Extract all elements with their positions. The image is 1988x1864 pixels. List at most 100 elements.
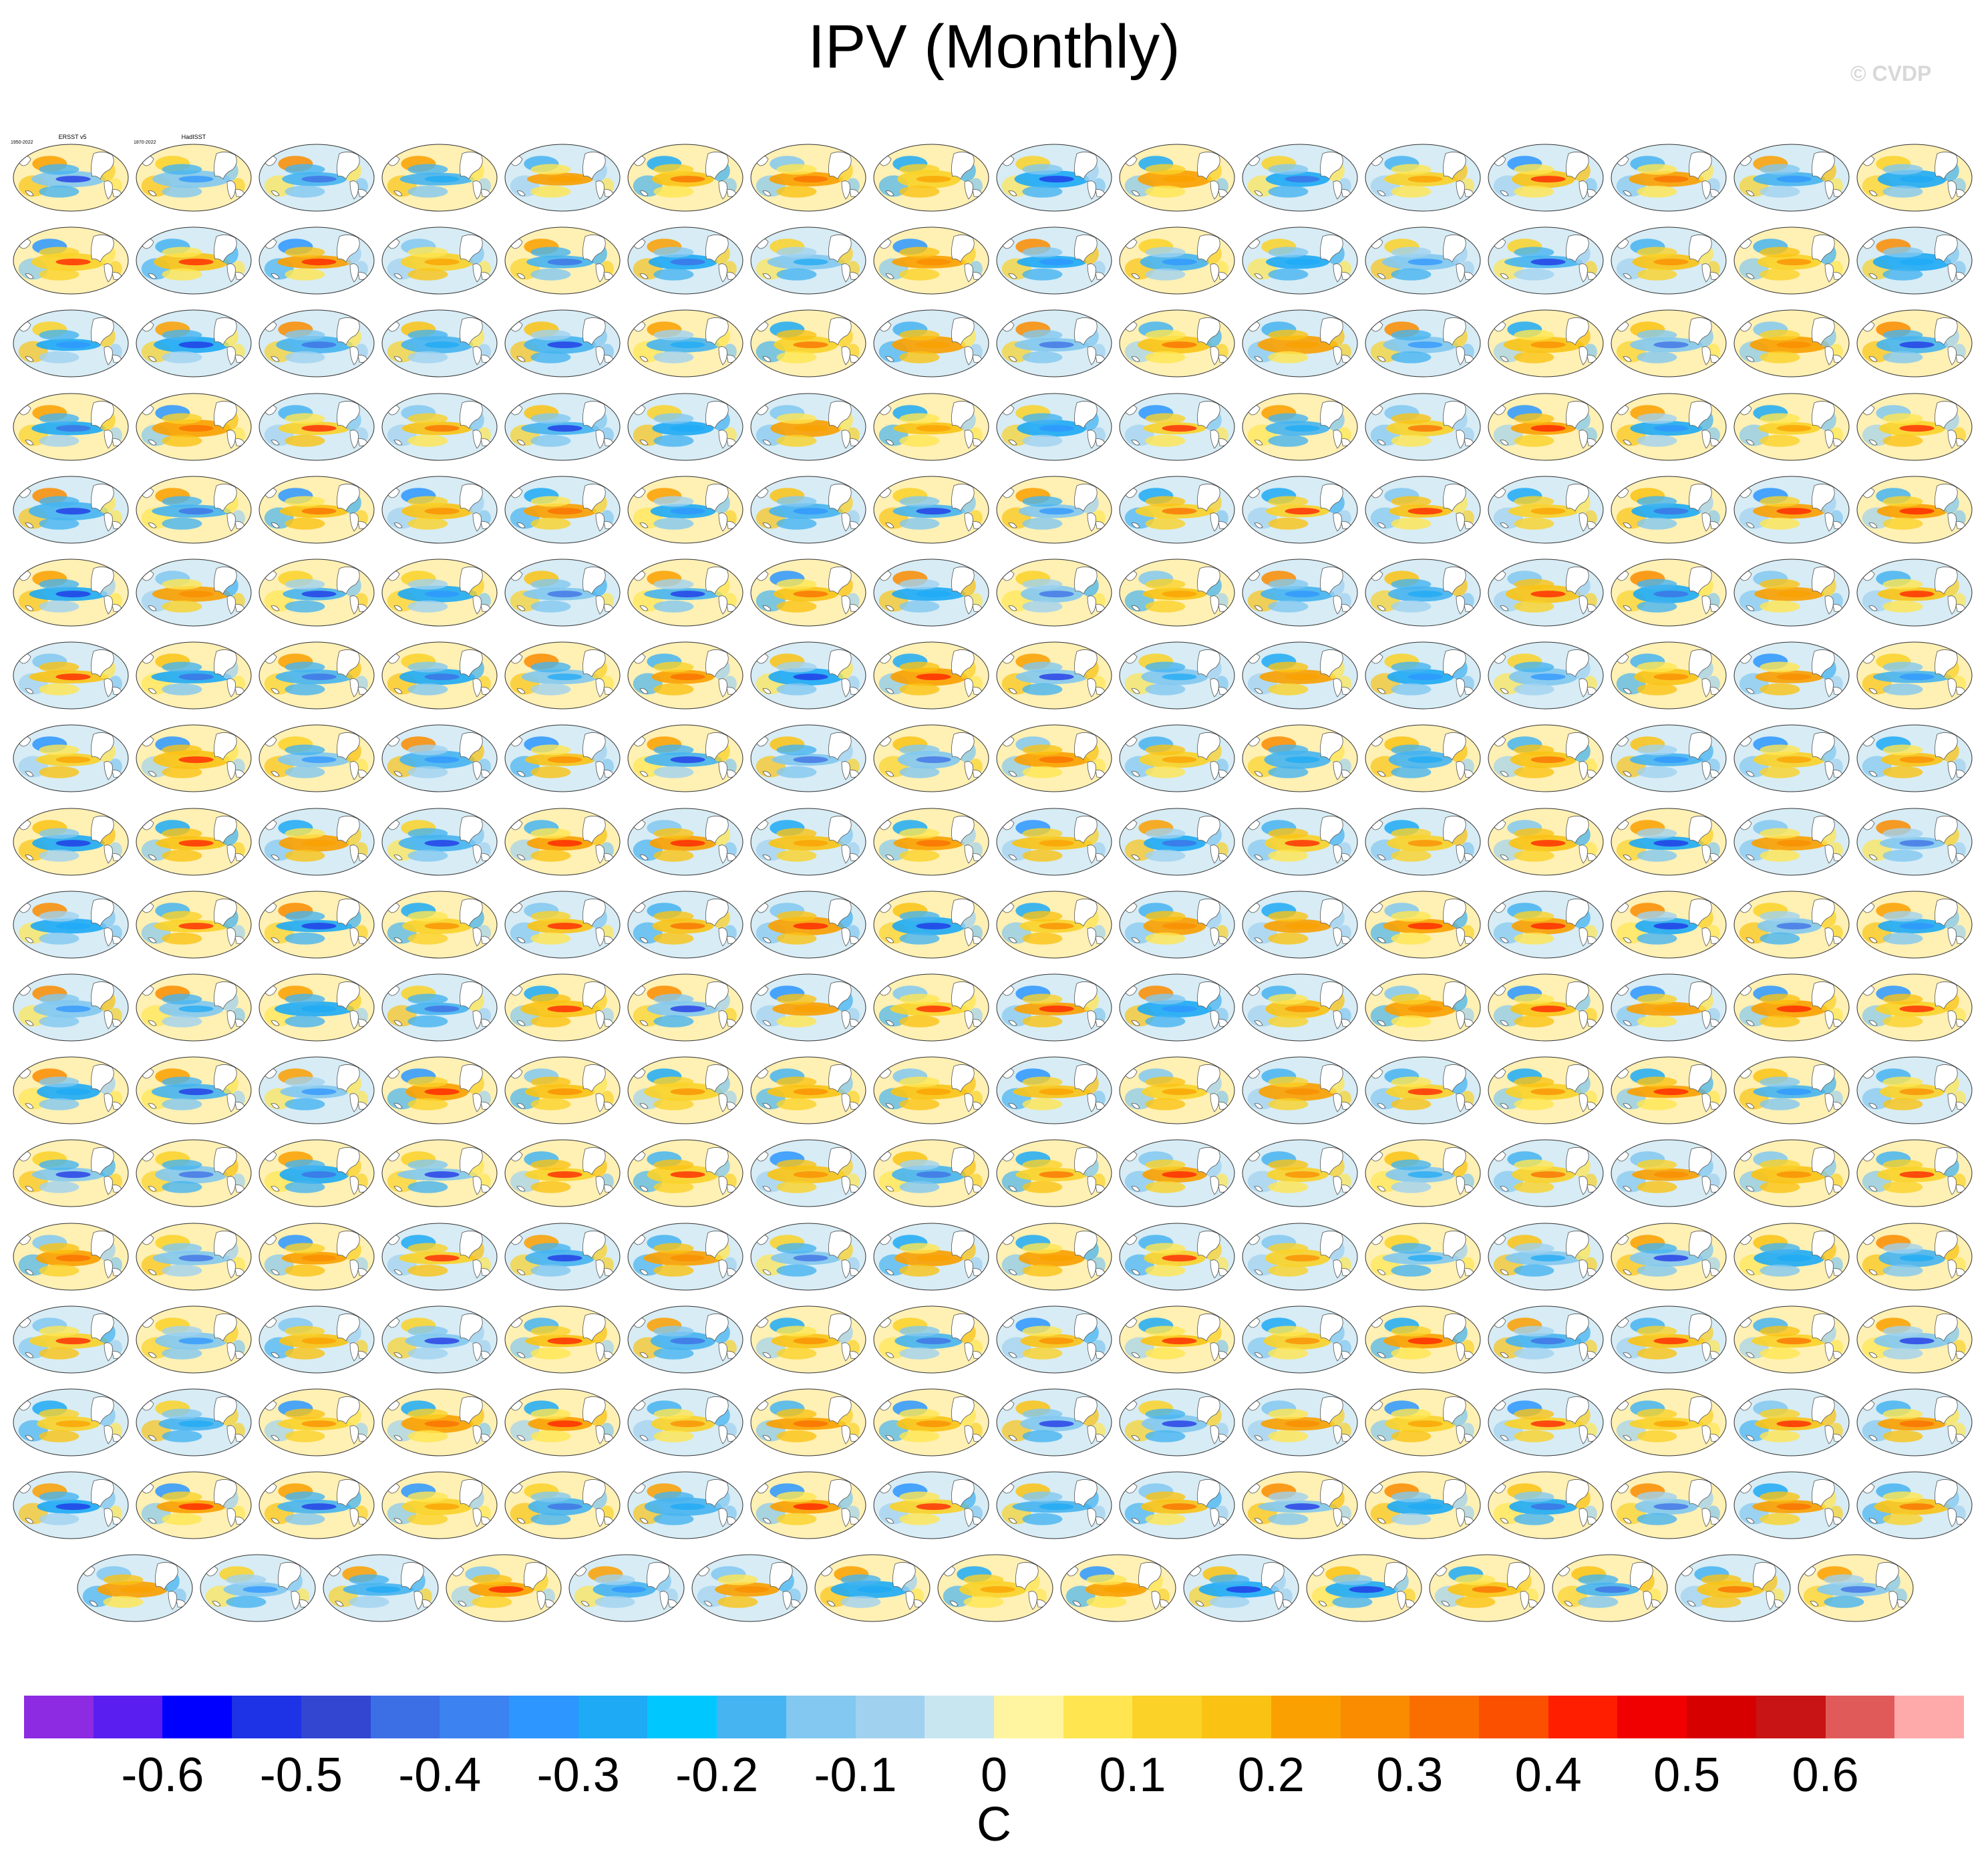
anomaly-field <box>530 517 571 530</box>
map-border <box>1119 144 1235 212</box>
anomaly-field <box>1407 1005 1443 1013</box>
anomaly-field <box>424 1005 460 1013</box>
global-map <box>504 1056 621 1124</box>
global-map <box>750 1388 866 1456</box>
anomaly-field <box>793 922 828 929</box>
anomaly-field <box>547 1005 583 1013</box>
map-panel <box>378 1046 501 1126</box>
continent-outline <box>1566 567 1589 595</box>
anomaly-field <box>1882 911 1923 922</box>
anomaly-field <box>1391 1076 1432 1088</box>
map-panel <box>1607 798 1730 878</box>
anomaly-field <box>899 268 940 281</box>
anomaly-field <box>1391 1347 1432 1360</box>
map-panel <box>9 798 132 878</box>
map-border <box>1856 559 1973 627</box>
map-border <box>750 144 866 212</box>
continent-outline <box>104 512 113 532</box>
map-panel <box>132 1295 255 1376</box>
anomaly-field <box>39 268 79 281</box>
anomaly-field <box>1268 766 1309 779</box>
anomaly-field <box>407 579 448 590</box>
global-map <box>504 1305 621 1374</box>
anomaly-field <box>55 259 91 266</box>
anomaly-field <box>653 1098 694 1110</box>
global-map <box>13 724 129 792</box>
continent-outline <box>639 522 649 528</box>
anomaly-field <box>39 932 79 945</box>
anomaly-field <box>407 329 448 341</box>
anomaly-field <box>1514 1347 1554 1360</box>
anomaly-field <box>547 1088 583 1096</box>
anomaly-field <box>1637 1076 1677 1088</box>
global-map <box>1488 891 1604 959</box>
continent-outline <box>1746 190 1755 196</box>
map-border <box>504 559 621 627</box>
map-panel <box>501 714 624 794</box>
map-panel <box>1853 299 1976 379</box>
anomaly-field <box>653 1076 694 1088</box>
anomaly-field <box>916 424 951 432</box>
global-map <box>996 973 1112 1042</box>
global-map <box>381 808 498 876</box>
anomaly-field <box>916 1503 951 1511</box>
anomaly-field <box>1086 1596 1127 1609</box>
continent-outline <box>828 649 852 677</box>
continent-outline <box>226 263 236 283</box>
anomaly-field <box>1391 1264 1432 1277</box>
anomaly-field <box>776 1513 817 1525</box>
anomaly-field <box>1882 1326 1923 1337</box>
anomaly-field <box>1514 1264 1554 1277</box>
anomaly-field <box>1039 1088 1074 1096</box>
anomaly-field <box>530 1513 571 1525</box>
anomaly-field <box>1514 517 1554 530</box>
anomaly-field <box>793 673 828 681</box>
map-border <box>750 724 866 792</box>
continent-outline <box>1333 180 1342 200</box>
map-panel <box>1238 549 1361 629</box>
colorbar-box <box>301 1696 371 1738</box>
global-map <box>259 724 375 792</box>
anomaly-field <box>1760 1243 1800 1254</box>
global-map <box>1242 1056 1358 1124</box>
anomaly-field <box>1145 661 1186 673</box>
continent-outline <box>1443 317 1466 346</box>
continent-outline <box>828 400 852 429</box>
anomaly-field <box>899 1326 940 1337</box>
anomaly-field <box>1514 351 1554 364</box>
anomaly-field <box>1760 1326 1800 1337</box>
global-map <box>259 1139 375 1207</box>
map-panel <box>870 216 993 297</box>
continent-outline <box>705 732 729 761</box>
continent-outline <box>1333 678 1342 697</box>
map-border <box>259 641 375 710</box>
continent-outline <box>841 678 850 697</box>
global-map <box>77 1554 193 1622</box>
continent-outline <box>841 346 850 366</box>
continent-outline <box>1210 761 1219 781</box>
anomaly-field <box>1514 1098 1554 1110</box>
map-border <box>381 309 498 377</box>
continent-outline <box>1812 235 1835 263</box>
continent-outline <box>1333 429 1342 449</box>
map-panel <box>1853 963 1976 1044</box>
map-panel <box>255 299 378 379</box>
continent-outline <box>1746 522 1755 528</box>
map-panel <box>688 1544 811 1624</box>
continent-outline <box>964 512 973 532</box>
anomaly-field <box>424 922 460 929</box>
anomaly-field <box>899 1347 940 1360</box>
global-map <box>259 144 375 212</box>
map-panel <box>747 1461 870 1541</box>
continent-outline <box>1008 688 1017 694</box>
continent-outline <box>516 439 526 446</box>
continent-outline <box>1935 483 1958 512</box>
anomaly-field <box>1760 911 1800 922</box>
anomaly-field <box>963 1596 1004 1609</box>
global-map <box>996 226 1112 295</box>
global-map <box>750 1471 866 1539</box>
continent-outline <box>349 595 359 615</box>
continent-outline <box>349 512 359 532</box>
global-map <box>1856 724 1973 792</box>
anomaly-field <box>530 579 571 590</box>
